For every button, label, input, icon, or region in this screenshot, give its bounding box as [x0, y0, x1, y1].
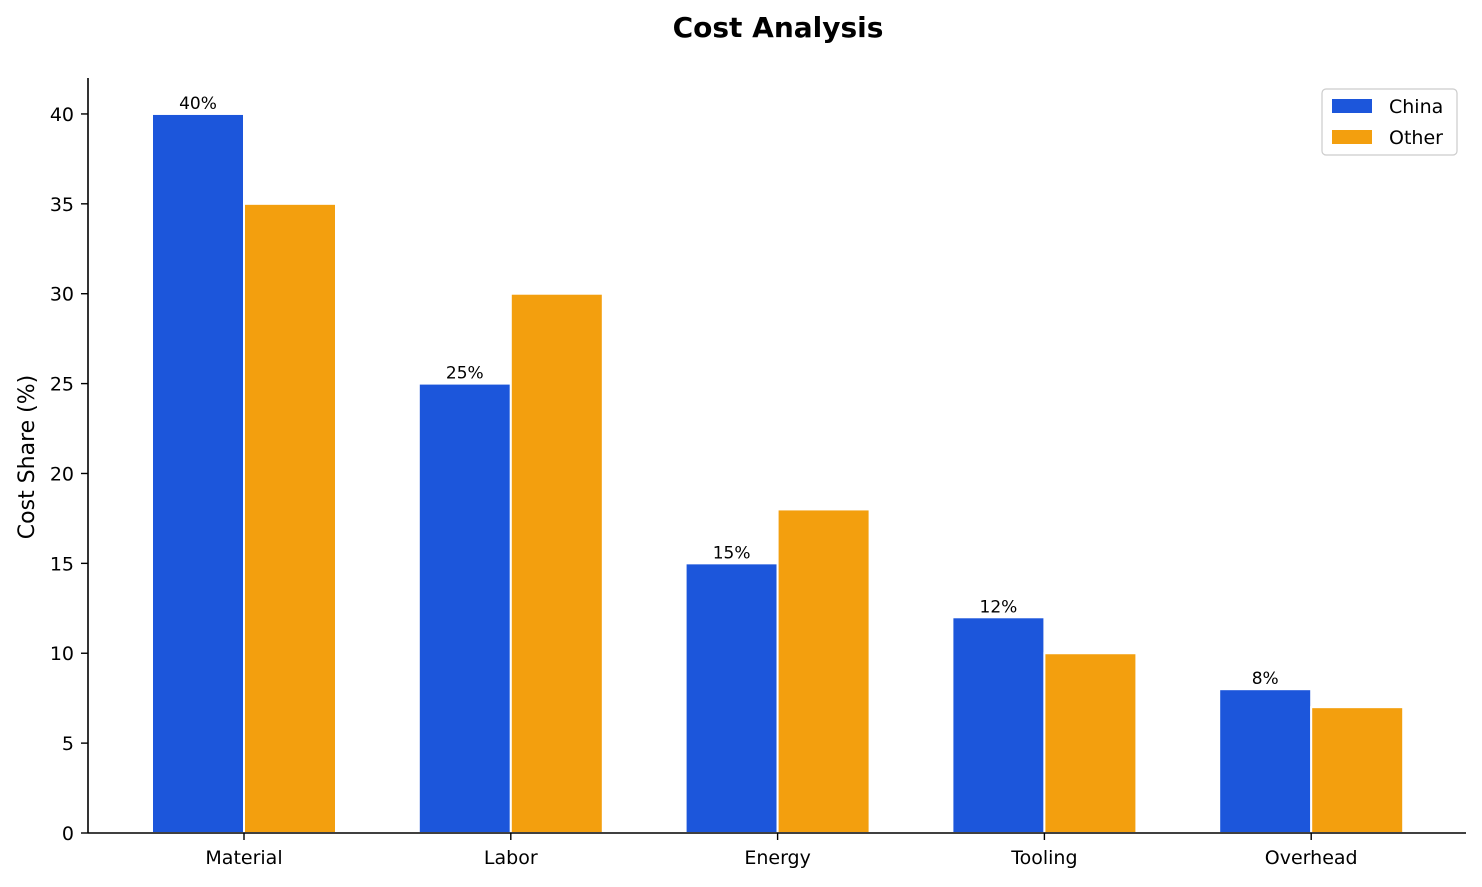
- data-label-china-tooling: 12%: [980, 597, 1018, 617]
- bar-other-labor: [509, 292, 604, 834]
- y-tick-label: 30: [50, 284, 74, 306]
- legend-label-other: Other: [1389, 127, 1443, 149]
- legend-swatch-china: [1332, 99, 1372, 113]
- legend: China Other: [1321, 88, 1458, 156]
- x-axis: Material Labor Energy Tooling Overhead: [88, 832, 1466, 869]
- y-axis-label: Cost Share (%): [15, 375, 40, 539]
- bar-china-tooling: [951, 616, 1046, 834]
- bar-other-overhead: [1310, 706, 1405, 835]
- y-tick-label: 10: [50, 643, 74, 665]
- data-label-china-labor: 25%: [446, 364, 484, 384]
- y-tick-label: 35: [50, 194, 74, 216]
- x-tick-label-labor: Labor: [484, 847, 538, 869]
- bar-china-labor: [417, 382, 512, 834]
- x-tick-label-overhead: Overhead: [1265, 847, 1358, 869]
- bar-china-energy: [684, 562, 779, 834]
- data-labels-group: 40% 25% 15% 12% 8%: [179, 94, 1279, 689]
- bar-other-material: [243, 202, 337, 835]
- data-label-china-material: 40%: [179, 94, 217, 114]
- bar-china-material: [151, 112, 245, 834]
- bar-other-tooling: [1043, 652, 1138, 834]
- y-axis: 0 5 10 15 20 25 30 35 40: [50, 78, 89, 845]
- bars-group: [151, 112, 1405, 835]
- y-tick-label: 40: [50, 104, 74, 126]
- y-tick-label: 5: [62, 733, 74, 755]
- legend-label-china: China: [1389, 96, 1443, 118]
- chart-title: Cost Analysis: [673, 11, 884, 44]
- x-tick-label-tooling: Tooling: [1010, 847, 1077, 869]
- legend-swatch-other: [1332, 130, 1372, 144]
- data-label-china-overhead: 8%: [1252, 669, 1279, 689]
- y-tick-label: 20: [50, 463, 74, 485]
- bar-china-overhead: [1218, 688, 1313, 835]
- x-tick-label-energy: Energy: [744, 847, 811, 869]
- bar-other-energy: [776, 508, 871, 834]
- y-tick-label: 0: [62, 823, 74, 845]
- y-tick-label: 15: [50, 553, 74, 575]
- x-tick-label-material: Material: [205, 847, 282, 869]
- data-label-china-energy: 15%: [713, 543, 751, 563]
- y-tick-label: 25: [50, 374, 74, 396]
